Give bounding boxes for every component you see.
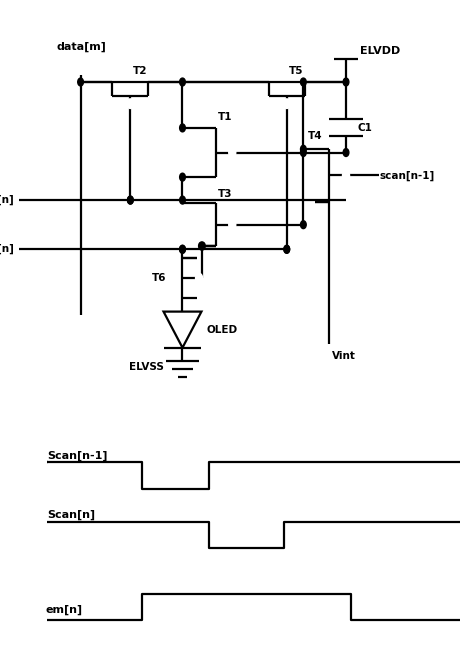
Circle shape: [180, 245, 185, 253]
Circle shape: [180, 124, 185, 132]
Circle shape: [284, 245, 290, 253]
Text: T5: T5: [289, 66, 304, 76]
Text: em[n]: em[n]: [0, 244, 14, 255]
Text: ELVDD: ELVDD: [360, 46, 401, 56]
Circle shape: [128, 196, 133, 204]
Circle shape: [343, 171, 349, 180]
Circle shape: [78, 78, 83, 86]
Circle shape: [301, 78, 306, 86]
Text: ELVSS: ELVSS: [128, 362, 164, 373]
Text: scan[n-1]: scan[n-1]: [379, 171, 435, 180]
Circle shape: [180, 78, 185, 86]
Circle shape: [180, 173, 185, 181]
Text: T4: T4: [308, 131, 323, 142]
Circle shape: [229, 148, 236, 157]
Text: Scan[n]: Scan[n]: [47, 509, 96, 520]
Circle shape: [343, 148, 349, 156]
Text: T6: T6: [152, 273, 166, 283]
Circle shape: [127, 99, 134, 108]
Circle shape: [284, 245, 290, 253]
Circle shape: [283, 99, 290, 108]
Circle shape: [199, 242, 204, 250]
Circle shape: [301, 148, 306, 156]
Text: scan[n]: scan[n]: [0, 195, 14, 205]
Circle shape: [128, 196, 133, 204]
Text: Vint: Vint: [332, 351, 356, 361]
Text: Scan[n-1]: Scan[n-1]: [47, 450, 108, 461]
Circle shape: [343, 78, 349, 86]
Text: em[n]: em[n]: [45, 604, 82, 615]
Circle shape: [301, 145, 306, 153]
Circle shape: [180, 196, 185, 204]
Text: data[m]: data[m]: [57, 42, 107, 52]
Text: C1: C1: [358, 123, 373, 133]
Circle shape: [196, 274, 202, 283]
Circle shape: [180, 245, 185, 253]
Circle shape: [301, 220, 306, 228]
Text: T3: T3: [218, 189, 233, 199]
Text: OLED: OLED: [206, 325, 237, 335]
Circle shape: [200, 242, 205, 250]
Text: T2: T2: [133, 66, 147, 76]
Circle shape: [229, 220, 236, 229]
Text: T1: T1: [218, 112, 233, 122]
